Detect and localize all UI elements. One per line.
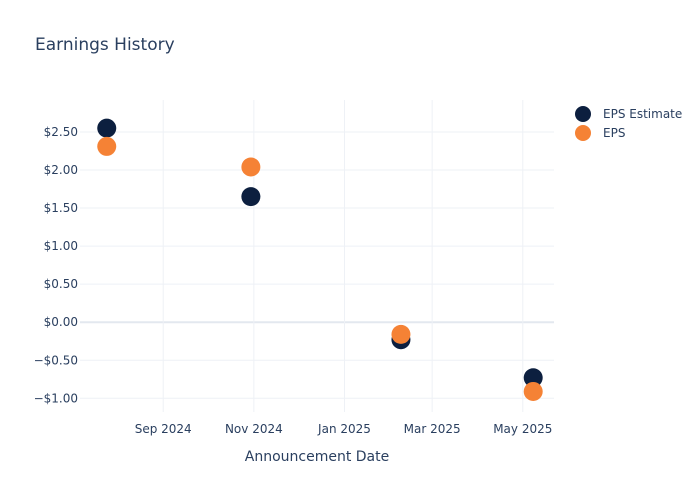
series-eps-estimate — [97, 118, 543, 388]
legend-marker — [575, 106, 591, 122]
x-tick-label: Mar 2025 — [404, 422, 461, 436]
legend-item[interactable]: EPS Estimate — [575, 106, 682, 122]
data-point[interactable] — [241, 157, 261, 177]
legend-item[interactable]: EPS — [575, 125, 625, 141]
data-point[interactable] — [241, 187, 261, 207]
data-point[interactable] — [97, 136, 117, 156]
legend[interactable]: EPS Estimate EPS — [575, 106, 682, 141]
y-tick-label: −$0.50 — [34, 353, 78, 367]
y-tick-label: $0.00 — [44, 315, 78, 329]
data-point[interactable] — [523, 368, 543, 388]
legend-label: EPS Estimate — [603, 107, 682, 121]
legend-marker — [575, 125, 591, 141]
x-tick-label: Sep 2024 — [135, 422, 192, 436]
series-eps — [97, 136, 543, 401]
chart-title: Earnings History — [35, 35, 175, 55]
y-tick-label: −$1.00 — [34, 391, 78, 405]
grid-lines — [80, 100, 554, 412]
y-axis-ticks: $2.50 $2.00 $1.50 $1.00 $0.50 $0.00 −$0.50 −$1.… — [34, 125, 78, 405]
x-tick-label: May 2025 — [493, 422, 552, 436]
data-point[interactable] — [391, 324, 411, 344]
x-tick-label: Jan 2025 — [317, 422, 371, 436]
x-tick-label: Nov 2024 — [225, 422, 283, 436]
y-tick-label: $1.00 — [44, 239, 78, 253]
y-tick-label: $2.50 — [44, 125, 78, 139]
data-points — [97, 118, 543, 401]
y-tick-label: $2.00 — [44, 163, 78, 177]
y-tick-label: $0.50 — [44, 277, 78, 291]
data-point[interactable] — [523, 381, 543, 401]
y-tick-label: $1.50 — [44, 201, 78, 215]
legend-label: EPS — [603, 126, 625, 140]
data-point[interactable] — [97, 118, 117, 138]
x-axis-ticks: Sep 2024 Nov 2024 Jan 2025 Mar 2025 May 2025 — [135, 422, 553, 436]
x-axis-label: Announcement Date — [245, 449, 389, 465]
